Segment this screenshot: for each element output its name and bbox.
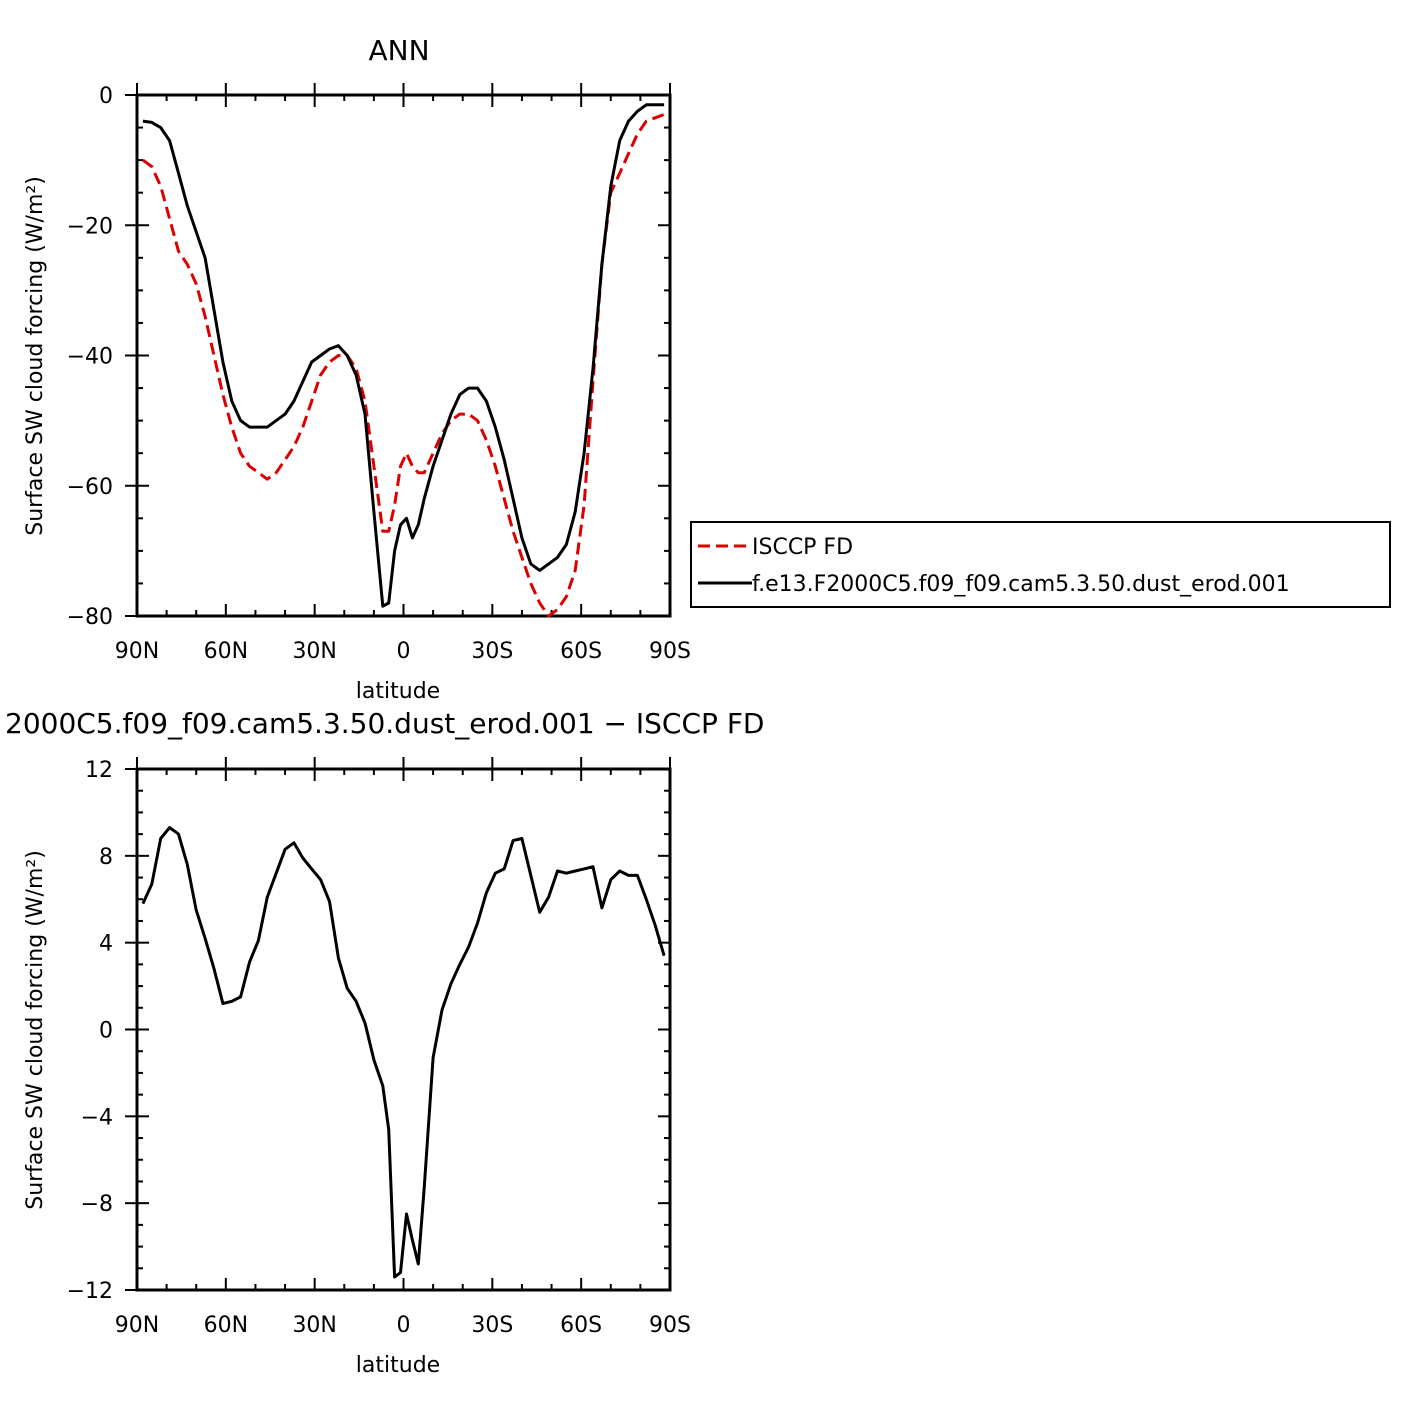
- bottom-chart-title: 2000C5.f09_f09.cam5.3.50.dust_erod.001 −…: [5, 707, 765, 740]
- bottom-panel: 2000C5.f09_f09.cam5.3.50.dust_erod.001 −…: [5, 707, 765, 1378]
- bottom-y-axis-label: Surface SW cloud forcing (W/m²): [23, 850, 48, 1210]
- legend-label-model: f.e13.F2000C5.f09_f09.cam5.3.50.dust_ero…: [752, 572, 1290, 597]
- series-line-1: [142, 103, 665, 608]
- y-tick-label: 12: [85, 758, 113, 783]
- x-tick-label: 30S: [471, 639, 513, 664]
- bottom-x-axis-label: latitude: [356, 1353, 440, 1378]
- x-tick-label: 90S: [649, 1313, 691, 1338]
- y-tick-label: −60: [67, 475, 113, 500]
- bottom-y-tick-labels: 12 8 4 0 −4 −8 −12: [67, 758, 113, 1304]
- y-tick-label: −40: [67, 345, 113, 370]
- x-tick-label: 30N: [292, 1313, 336, 1338]
- legend-box: [690, 521, 1391, 608]
- legend: ISCCP FD f.e13.F2000C5.f09_f09.cam5.3.50…: [690, 521, 1391, 608]
- top-panel: ANN 0 −20 −40 −60 −80 90N 60N 30N 0 30S 60S 90S la…: [23, 34, 691, 704]
- y-tick-label: −4: [81, 1105, 113, 1130]
- bottom-plot-frame: [135, 767, 672, 1292]
- series-line-0: [141, 826, 666, 1279]
- top-series-lines: [142, 103, 665, 618]
- x-tick-label: 90N: [115, 1313, 159, 1338]
- top-y-tick-labels: 0 −20 −40 −60 −80: [67, 84, 113, 630]
- top-axis-ticks: [125, 83, 671, 617]
- y-tick-label: 0: [99, 84, 113, 109]
- legend-label-isccp: ISCCP FD: [752, 535, 853, 560]
- x-tick-label: 60S: [560, 1313, 602, 1338]
- x-tick-label: 60N: [204, 1313, 248, 1338]
- x-tick-label: 90S: [649, 639, 691, 664]
- top-plot-frame: [135, 93, 672, 618]
- top-x-axis-label: latitude: [356, 679, 440, 704]
- x-tick-label: 0: [397, 639, 411, 664]
- bottom-x-tick-labels: 90N 60N 30N 0 30S 60S 90S: [115, 1313, 691, 1338]
- x-tick-label: 0: [397, 1313, 411, 1338]
- x-tick-label: 30S: [471, 1313, 513, 1338]
- x-tick-label: 60N: [204, 639, 248, 664]
- y-tick-label: −20: [67, 214, 113, 239]
- y-tick-label: −8: [81, 1192, 113, 1217]
- x-tick-label: 30N: [292, 639, 336, 664]
- top-x-tick-labels: 90N 60N 30N 0 30S 60S 90S: [115, 639, 691, 664]
- x-tick-label: 90N: [115, 639, 159, 664]
- bottom-series-lines: [141, 826, 666, 1279]
- y-tick-label: 4: [99, 932, 113, 957]
- y-tick-label: −12: [67, 1279, 113, 1304]
- bottom-axis-ticks: [125, 757, 671, 1291]
- top-y-axis-label: Surface SW cloud forcing (W/m²): [23, 176, 48, 536]
- y-tick-label: 0: [99, 1019, 113, 1044]
- series-line-0: [142, 113, 665, 618]
- y-tick-label: −80: [67, 605, 113, 630]
- y-tick-label: 8: [99, 845, 113, 870]
- x-tick-label: 60S: [560, 639, 602, 664]
- top-chart-title: ANN: [368, 34, 429, 67]
